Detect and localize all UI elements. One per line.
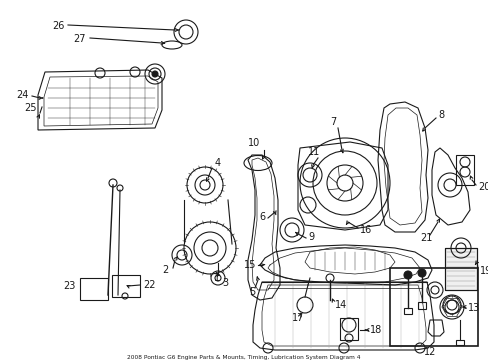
Bar (389, 268, 477, 346)
Bar (455, 340, 463, 345)
Text: 2: 2 (162, 265, 168, 275)
Text: 17: 17 (291, 313, 304, 323)
Text: 13: 13 (467, 303, 479, 313)
Bar (403, 308, 411, 314)
Circle shape (417, 269, 425, 277)
Text: 25: 25 (24, 103, 37, 113)
Bar (444, 248, 476, 290)
Text: 8: 8 (437, 110, 443, 120)
Text: 16: 16 (359, 225, 371, 235)
Bar (112, 275, 140, 297)
Bar (417, 302, 425, 309)
Text: 26: 26 (52, 21, 64, 31)
Text: 9: 9 (307, 232, 313, 242)
Text: 3: 3 (222, 278, 228, 288)
Bar (80, 278, 108, 300)
Circle shape (403, 271, 411, 279)
Text: 2008 Pontiac G6 Engine Parts & Mounts, Timing, Lubrication System Diagram 4: 2008 Pontiac G6 Engine Parts & Mounts, T… (127, 355, 360, 360)
Text: 5: 5 (248, 287, 255, 297)
Text: 14: 14 (334, 300, 346, 310)
Text: 18: 18 (369, 325, 382, 335)
Text: 7: 7 (329, 117, 336, 127)
Text: 20: 20 (477, 182, 488, 192)
Bar (455, 155, 473, 185)
Text: 4: 4 (215, 158, 221, 168)
Text: 6: 6 (259, 212, 264, 222)
Text: 21: 21 (419, 233, 431, 243)
Text: 22: 22 (142, 280, 155, 290)
Text: 19: 19 (479, 266, 488, 276)
Text: 10: 10 (247, 138, 260, 148)
Text: 27: 27 (73, 34, 85, 44)
Text: 12: 12 (423, 347, 435, 357)
Text: 24: 24 (16, 90, 28, 100)
Circle shape (152, 71, 158, 77)
Text: 1: 1 (214, 273, 220, 283)
Bar (444, 248, 476, 290)
Text: 23: 23 (63, 281, 75, 291)
Bar (339, 318, 357, 340)
Text: 11: 11 (307, 147, 320, 157)
Text: 15: 15 (244, 260, 256, 270)
